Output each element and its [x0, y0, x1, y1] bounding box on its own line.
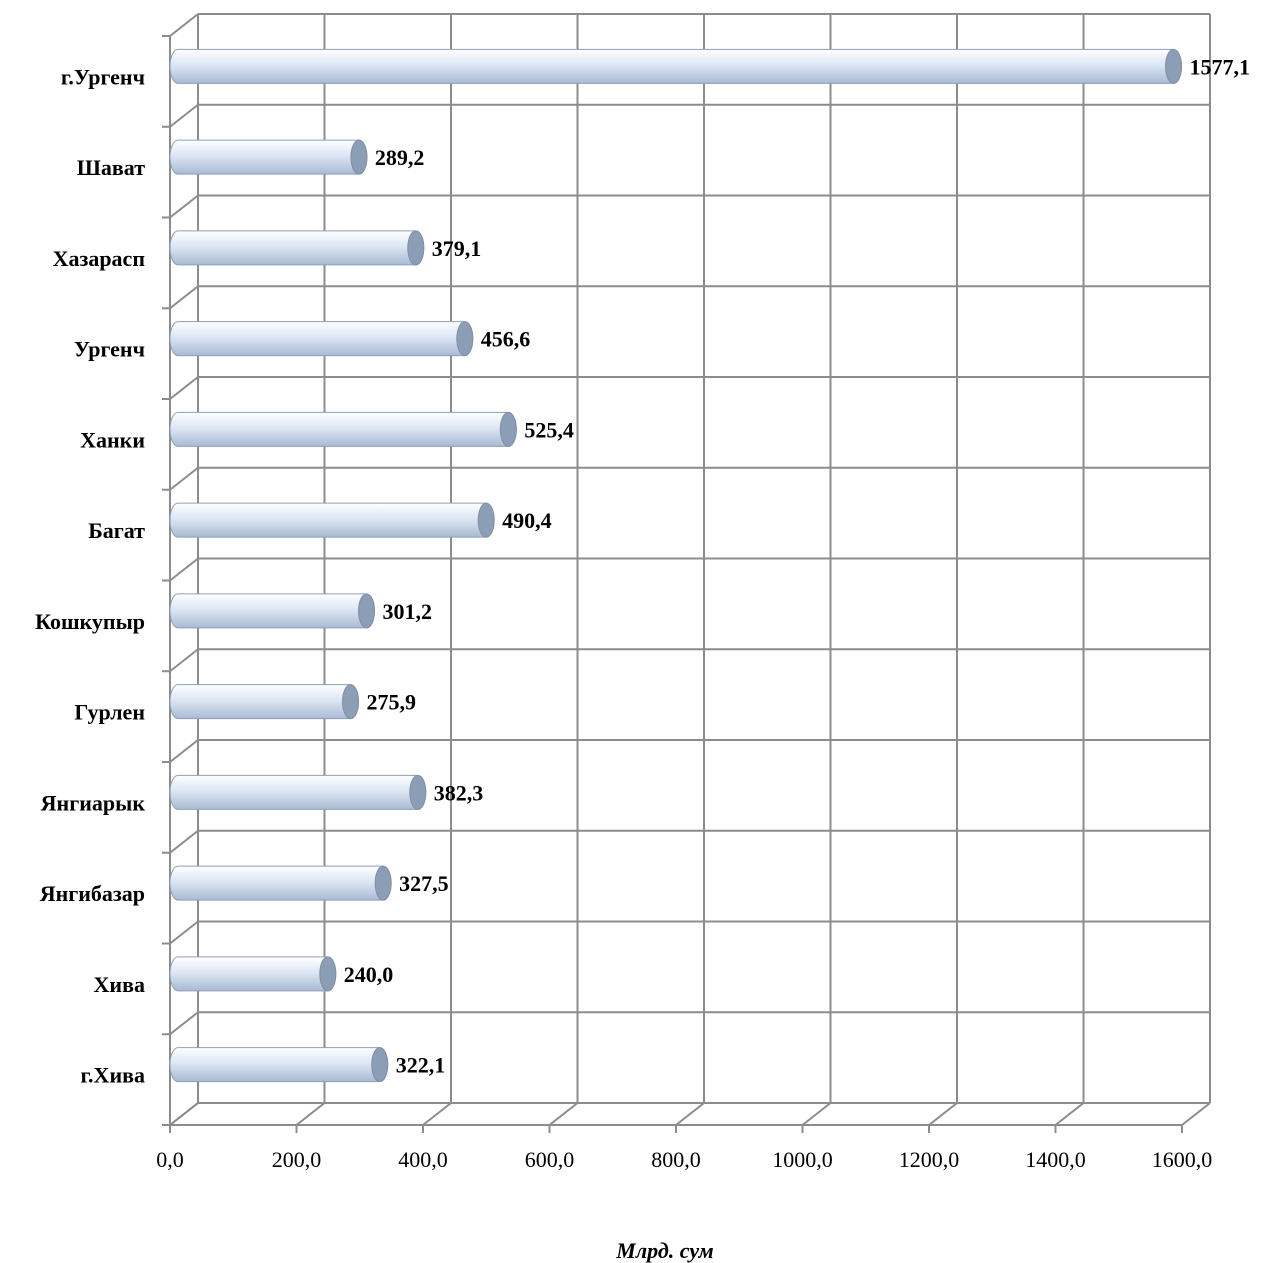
bar-cap [499, 411, 517, 447]
bar-cap [350, 139, 368, 175]
bar-cap [358, 593, 376, 629]
bar [169, 230, 425, 266]
category-label: Хива [94, 972, 145, 997]
bar-body [169, 593, 376, 629]
side-wall-gridline [169, 194, 199, 219]
data-label: 240,0 [344, 962, 394, 987]
floor-gridline [1181, 1102, 1211, 1126]
side-wall-gridline [169, 285, 199, 310]
bar [169, 139, 368, 175]
bar-body [169, 411, 517, 447]
value-labels: 1577,1 289,2 379,1 456,6 525,4 490,4 301,2 275,… [344, 54, 1250, 1077]
bar [169, 48, 1183, 84]
category-label: г.Хива [81, 1063, 145, 1088]
floor-gridline [422, 1102, 452, 1126]
x-axis-title: Млрд. сум [615, 1238, 713, 1263]
data-label: 1577,1 [1190, 54, 1251, 79]
side-wall-gridline [169, 557, 199, 582]
bar [169, 865, 392, 901]
floor-gridline [801, 1102, 832, 1126]
bar-cap [371, 1047, 389, 1083]
floor-gridline [548, 1102, 579, 1126]
category-label: Кошкупыр [35, 609, 145, 634]
bar-cap [1165, 48, 1183, 84]
bar-cap [319, 956, 337, 992]
bar-body [169, 774, 427, 810]
bar-body [169, 865, 392, 901]
bar-cap [407, 230, 425, 266]
category-label: Шават [77, 155, 145, 180]
bar-body [169, 48, 1183, 84]
category-labels: г.Ургенч Шават Хазарасп Ургенч Ханки Багат Кош… [35, 64, 145, 1087]
side-wall-gridline [169, 1011, 199, 1036]
bar-body [169, 230, 425, 266]
side-wall-gridline [169, 103, 199, 128]
category-label: Багат [88, 518, 145, 543]
bar [169, 593, 376, 629]
bars [169, 48, 1183, 1083]
data-label: 382,3 [434, 780, 484, 805]
x-tick-label: 400,0 [398, 1147, 448, 1172]
x-tick-label: 800,0 [651, 1147, 701, 1172]
grid [162, 13, 1211, 1133]
side-wall-gridline [169, 920, 199, 945]
category-label: Янгиарык [41, 790, 146, 815]
bar-body [169, 956, 337, 992]
category-label: г.Ургенч [61, 64, 145, 89]
bar [169, 774, 427, 810]
bar-body [169, 321, 474, 357]
x-tick-label: 1200,0 [899, 1147, 960, 1172]
bar-body [169, 502, 495, 538]
floor-gridline [928, 1102, 958, 1126]
bar-body [169, 684, 360, 720]
bar-cap [374, 865, 392, 901]
data-label: 456,6 [481, 327, 531, 352]
data-label: 327,5 [399, 871, 449, 896]
floor-gridline [675, 1102, 705, 1126]
data-label: 379,1 [432, 236, 482, 261]
category-label: Гурлен [74, 700, 145, 725]
x-tick-labels: 0,0 200,0 400,0 600,0 800,0 1000,0 1200,0 1400,… [156, 1147, 1212, 1172]
category-label: Янгибазар [40, 881, 145, 906]
side-wall-gridline [169, 829, 199, 854]
data-label: 490,4 [502, 508, 551, 533]
category-label: Ханки [80, 427, 145, 452]
x-tick-label: 1600,0 [1152, 1147, 1213, 1172]
side-wall-gridline [169, 739, 199, 763]
bar [169, 684, 360, 720]
data-label: 322,1 [396, 1053, 446, 1078]
floor-gridline [295, 1102, 326, 1126]
x-tick-label: 600,0 [525, 1147, 575, 1172]
bar-cap [409, 774, 427, 810]
bar [169, 956, 337, 992]
side-wall-gridline [169, 376, 199, 400]
data-label: 525,4 [524, 417, 574, 442]
category-label: Хазарасп [53, 246, 146, 271]
data-label: 275,9 [367, 690, 417, 715]
x-tick-label: 1000,0 [772, 1147, 833, 1172]
side-wall-gridline [169, 1102, 199, 1126]
x-tick-label: 1400,0 [1025, 1147, 1086, 1172]
side-wall-gridline [169, 466, 199, 491]
bar [169, 411, 517, 447]
bar-body [169, 1047, 389, 1083]
x-tick-label: 200,0 [272, 1147, 322, 1172]
data-label: 301,2 [383, 599, 433, 624]
bar-cap [342, 684, 360, 720]
x-tick-label: 0,0 [156, 1147, 184, 1172]
bar-cap [477, 502, 495, 538]
side-wall-gridline [169, 13, 199, 37]
side-wall-gridline [169, 648, 199, 673]
floor-gridline [1054, 1102, 1085, 1126]
bar [169, 502, 495, 538]
bar [169, 1047, 389, 1083]
category-label: Ургенч [74, 337, 145, 362]
data-label: 289,2 [375, 145, 425, 170]
bar [169, 321, 474, 357]
bar-cap [456, 321, 474, 357]
bar-body [169, 139, 368, 175]
